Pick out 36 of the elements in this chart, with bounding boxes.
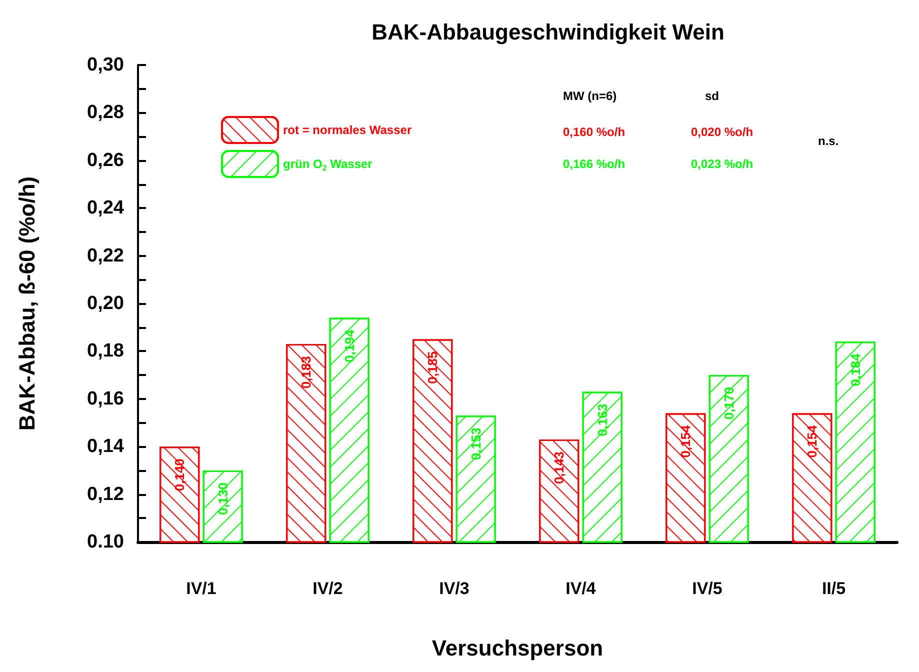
y-tick-label: 0,16 (87, 388, 124, 410)
x-tick-label: IV/3 (439, 579, 470, 598)
y-tick-label: 0.10 (87, 532, 124, 552)
data-label: 0,130 (215, 482, 230, 515)
annotation: MW (n=6) (563, 89, 617, 103)
x-tick-label: II/5 (822, 579, 846, 598)
y-tick-label: 0,14 (87, 436, 124, 458)
data-label: 0,153 (468, 428, 484, 460)
data-label: 0,170 (721, 387, 736, 420)
x-tick-label: IV/5 (692, 579, 722, 598)
y-tick-label: 0,24 (87, 198, 124, 219)
x-axis-title: Versuchsperson (432, 636, 604, 660)
y-tick-label: 0,20 (87, 293, 124, 314)
legend-label: rot = normales Wasser (283, 123, 412, 137)
chart-title: BAK-Abbaugeschwindigkeit Wein (372, 20, 724, 44)
data-label: 0,194 (342, 329, 357, 362)
y-tick-label: 0,30 (87, 54, 124, 76)
y-tick-label: 0,22 (87, 245, 124, 266)
y-tick-label: 0,26 (87, 150, 124, 171)
annotation: 0,160 %o/h (563, 125, 626, 139)
annotation: 0,166 %o/h (563, 157, 626, 171)
y-tick-label: 0,18 (87, 340, 124, 362)
data-label: 0,163 (594, 404, 610, 436)
y-tick-label: 0,28 (87, 102, 124, 124)
x-tick-label: IV/4 (566, 579, 596, 598)
data-label: 0,183 (298, 356, 314, 389)
annotation: 0,023 %o/h (691, 157, 754, 171)
x-tick-label: IV/1 (186, 579, 216, 598)
annotation: 0,020 %o/h (691, 125, 754, 139)
data-label: 0,185 (425, 351, 440, 384)
y-axis-title: BAK-Abbau, ß-60 (%o/h) (14, 176, 40, 431)
data-label: 0,184 (848, 352, 863, 386)
annotation: sd (705, 89, 720, 103)
y-tick-label: 0,12 (87, 484, 124, 505)
x-tick-label: IV/2 (312, 579, 343, 598)
annotation: n.s. (818, 134, 839, 148)
